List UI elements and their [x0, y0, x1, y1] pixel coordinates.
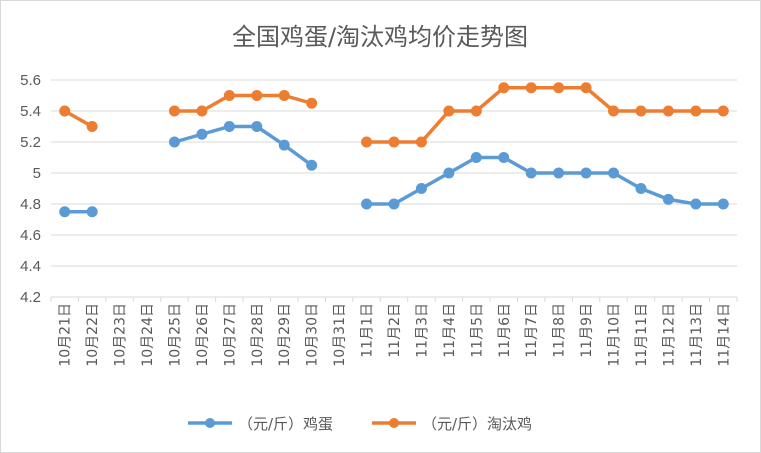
- x-tick-label: 11月10日: [607, 303, 623, 367]
- data-point: [690, 105, 702, 117]
- x-tick-label: 11月4日: [442, 303, 458, 358]
- data-point: [306, 97, 318, 109]
- series-1: [59, 121, 729, 218]
- legend-item: （元/斤）淘汰鸡: [372, 415, 532, 433]
- data-point: [59, 206, 71, 218]
- x-axis-tick-labels: 10月21日 10月22日 10月23日 10月24日 10月25日 10月26日 10月2…: [58, 303, 733, 367]
- y-tick-label: 4.6: [20, 227, 41, 244]
- legend-label: （元/斤）鸡蛋: [238, 415, 333, 433]
- data-point: [635, 183, 647, 194]
- y-tick-label: 5.4: [20, 103, 41, 120]
- series-group: [59, 82, 729, 218]
- data-point: [525, 82, 537, 94]
- y-axis-tick-labels: 4.2 4.4 4.6 4.8 5 5.2 5.4 5.6: [20, 72, 41, 306]
- data-point: [415, 183, 427, 194]
- data-point: [196, 128, 208, 140]
- x-tick-label: 10月23日: [113, 303, 129, 367]
- data-point: [86, 121, 98, 132]
- data-point: [635, 105, 647, 117]
- data-point: [580, 82, 592, 94]
- data-point: [553, 82, 565, 94]
- x-tick-label: 11月11日: [634, 303, 650, 367]
- chart-title: 全国鸡蛋/淘汰鸡均价走势图: [232, 23, 528, 51]
- x-tick-label: 11月8日: [552, 303, 568, 358]
- legend-marker: [205, 418, 215, 428]
- data-point: [388, 136, 400, 148]
- data-point: [223, 121, 235, 132]
- x-tick-label: 10月22日: [85, 303, 101, 367]
- x-tick-label: 10月26日: [195, 303, 211, 367]
- x-tick-label: 10月28日: [250, 303, 266, 367]
- data-point: [223, 90, 235, 101]
- data-point: [717, 198, 729, 210]
- x-tick-label: 10月30日: [305, 303, 321, 367]
- data-point: [415, 136, 427, 148]
- x-tick-label: 11月2日: [387, 303, 403, 358]
- y-tick-label: 5.2: [20, 134, 41, 151]
- x-tick-label: 11月14日: [716, 303, 732, 367]
- x-tick-label: 11月9日: [579, 303, 595, 358]
- y-tick-label: 5: [33, 165, 41, 182]
- data-point: [553, 167, 565, 179]
- data-point: [498, 82, 510, 94]
- data-point: [278, 139, 290, 151]
- data-point: [196, 105, 208, 117]
- data-point: [306, 159, 318, 171]
- data-point: [168, 105, 180, 117]
- data-point: [662, 105, 674, 117]
- data-point: [388, 198, 400, 210]
- x-tick-label: 10月21日: [58, 303, 74, 367]
- gridlines: [51, 79, 737, 267]
- x-tick-label: 10月31日: [332, 303, 348, 367]
- x-tick-label: 11月3日: [414, 303, 430, 358]
- data-point: [717, 105, 729, 117]
- legend-item: （元/斤）鸡蛋: [188, 415, 333, 433]
- data-point: [525, 167, 537, 179]
- series-line: [63, 86, 724, 144]
- data-point: [608, 167, 620, 179]
- y-tick-label: 4.4: [20, 258, 41, 275]
- x-tick-label: 10月25日: [167, 303, 183, 367]
- data-point: [361, 198, 373, 210]
- data-point: [498, 152, 510, 163]
- x-tick-label: 10月27日: [222, 303, 238, 367]
- x-tick-label: 10月24日: [140, 303, 156, 367]
- x-tick-label: 11月13日: [689, 303, 705, 367]
- data-point: [278, 90, 290, 101]
- data-point: [580, 167, 592, 179]
- legend: （元/斤）鸡蛋 （元/斤）淘汰鸡: [188, 415, 532, 433]
- data-point: [470, 105, 482, 117]
- x-axis: [50, 296, 738, 302]
- data-point: [690, 198, 702, 210]
- data-point: [662, 193, 674, 205]
- data-point: [361, 136, 373, 148]
- x-tick-label: 11月5日: [469, 303, 485, 358]
- y-tick-label: 4.8: [20, 196, 41, 213]
- x-tick-label: 10月29日: [277, 303, 293, 367]
- data-point: [59, 105, 71, 117]
- data-point: [251, 90, 263, 101]
- legend-label: （元/斤）淘汰鸡: [422, 415, 532, 433]
- y-tick-label: 5.6: [20, 72, 41, 89]
- data-point: [251, 121, 263, 132]
- legend-marker: [389, 418, 399, 428]
- data-point: [608, 105, 620, 117]
- data-point: [443, 167, 455, 179]
- series-2: [59, 82, 729, 148]
- x-tick-label: 11月7日: [524, 303, 540, 358]
- x-tick-label: 11月6日: [497, 303, 513, 358]
- x-tick-label: 11月12日: [661, 303, 677, 367]
- data-point: [470, 152, 482, 163]
- data-point: [86, 206, 98, 218]
- data-point: [168, 136, 180, 148]
- y-tick-label: 4.2: [20, 289, 41, 306]
- data-point: [443, 105, 455, 117]
- x-tick-label: 11月1日: [360, 303, 376, 358]
